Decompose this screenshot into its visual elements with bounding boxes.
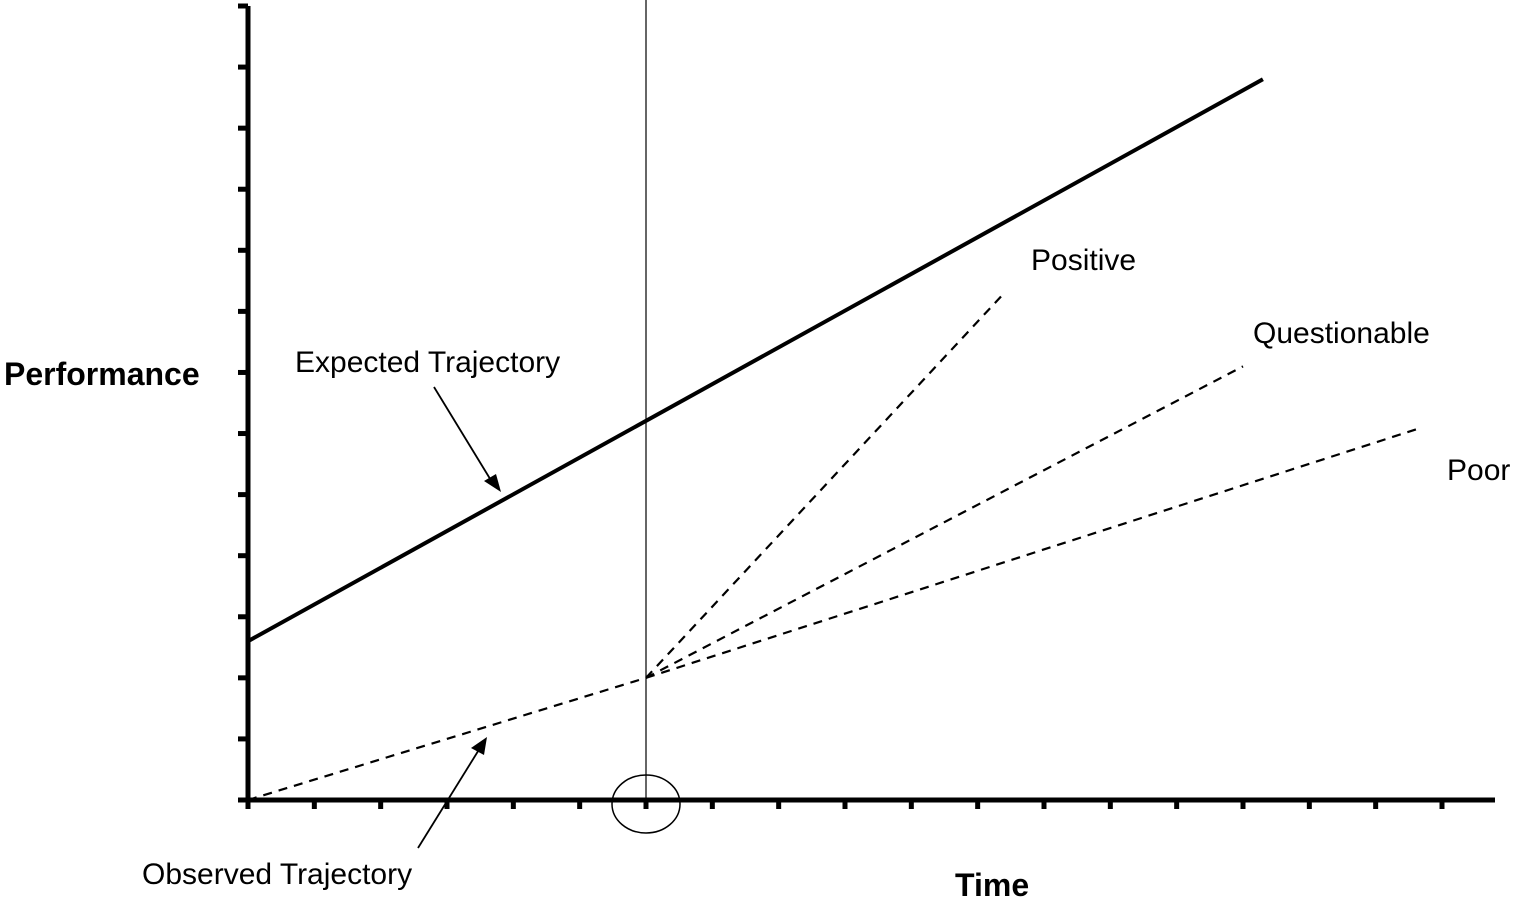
label-positive: Positive [1031, 244, 1136, 277]
label-questionable: Questionable [1253, 317, 1430, 350]
series-line-positive [645, 292, 1006, 679]
series-line-expected-trajectory [247, 77, 1264, 643]
expected-arrow [433, 386, 493, 483]
series-line-questionable [645, 365, 1244, 679]
label-expected-trajectory: Expected Trajectory [295, 346, 560, 379]
y-axis-title: Performance [4, 356, 200, 392]
label-observed-trajectory: Observed Trajectory [142, 858, 412, 891]
series-line-poor [645, 426, 1423, 679]
series-line-observed-trajectory [247, 676, 647, 802]
reference-circle-marker [611, 774, 681, 834]
annotation-arrows [417, 386, 501, 849]
observed-arrowhead [471, 737, 487, 755]
x-axis-title: Time [955, 867, 1029, 899]
observed-arrow [417, 747, 481, 849]
label-poor: Poor [1447, 454, 1510, 487]
expected-arrowhead [484, 474, 501, 492]
series-layer [247, 77, 1423, 802]
axis-ticks [238, 3, 1445, 809]
